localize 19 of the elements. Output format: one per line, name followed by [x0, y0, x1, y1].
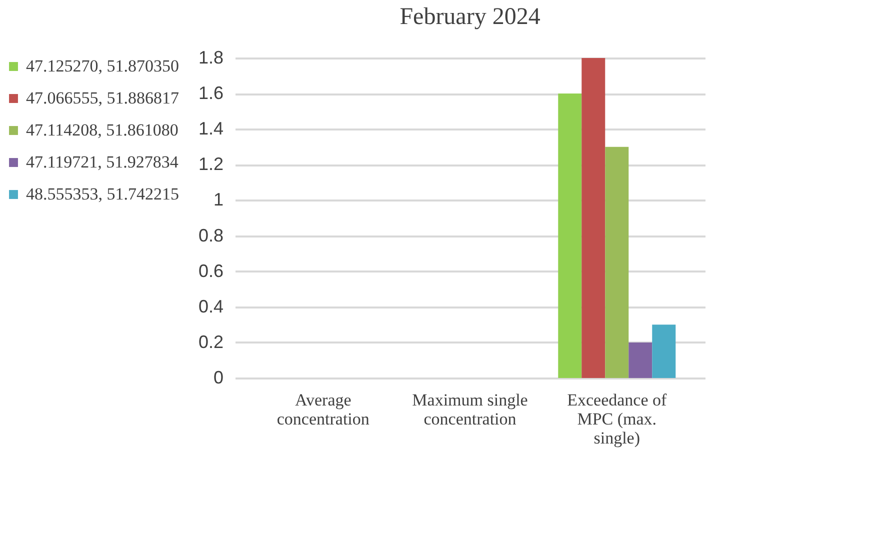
y-tick-label: 0.4 — [198, 296, 224, 316]
x-tick-label: Maximum single concentration — [412, 390, 528, 428]
x-tick-label: Average concentration — [276, 390, 370, 428]
y-tick-label: 0.2 — [198, 332, 224, 352]
legend-label: 48.555353, 51.742215 — [26, 184, 179, 204]
legend-label: 47.114208, 51.861080 — [26, 120, 178, 140]
y-tick-label: 0.6 — [198, 260, 224, 281]
y-tick-label: 1 — [213, 190, 224, 210]
legend-label: 47.066555, 51.886817 — [26, 88, 180, 108]
y-tick-label: 1.2 — [198, 154, 224, 174]
x-tick-label: Exceedance of MPC (max. single) — [567, 390, 667, 448]
y-tick-label: 1.6 — [198, 83, 224, 104]
y-tick-label: 1.8 — [198, 48, 224, 68]
y-tick-label: 0 — [213, 368, 224, 388]
y-tick-label: 0.8 — [198, 225, 224, 246]
legend-label: 47.119721, 51.927834 — [26, 152, 179, 172]
chart-title: February 2024 — [400, 4, 540, 30]
legend-label: 47.125270, 51.870350 — [26, 56, 179, 76]
y-tick-label: 1.4 — [198, 118, 224, 139]
